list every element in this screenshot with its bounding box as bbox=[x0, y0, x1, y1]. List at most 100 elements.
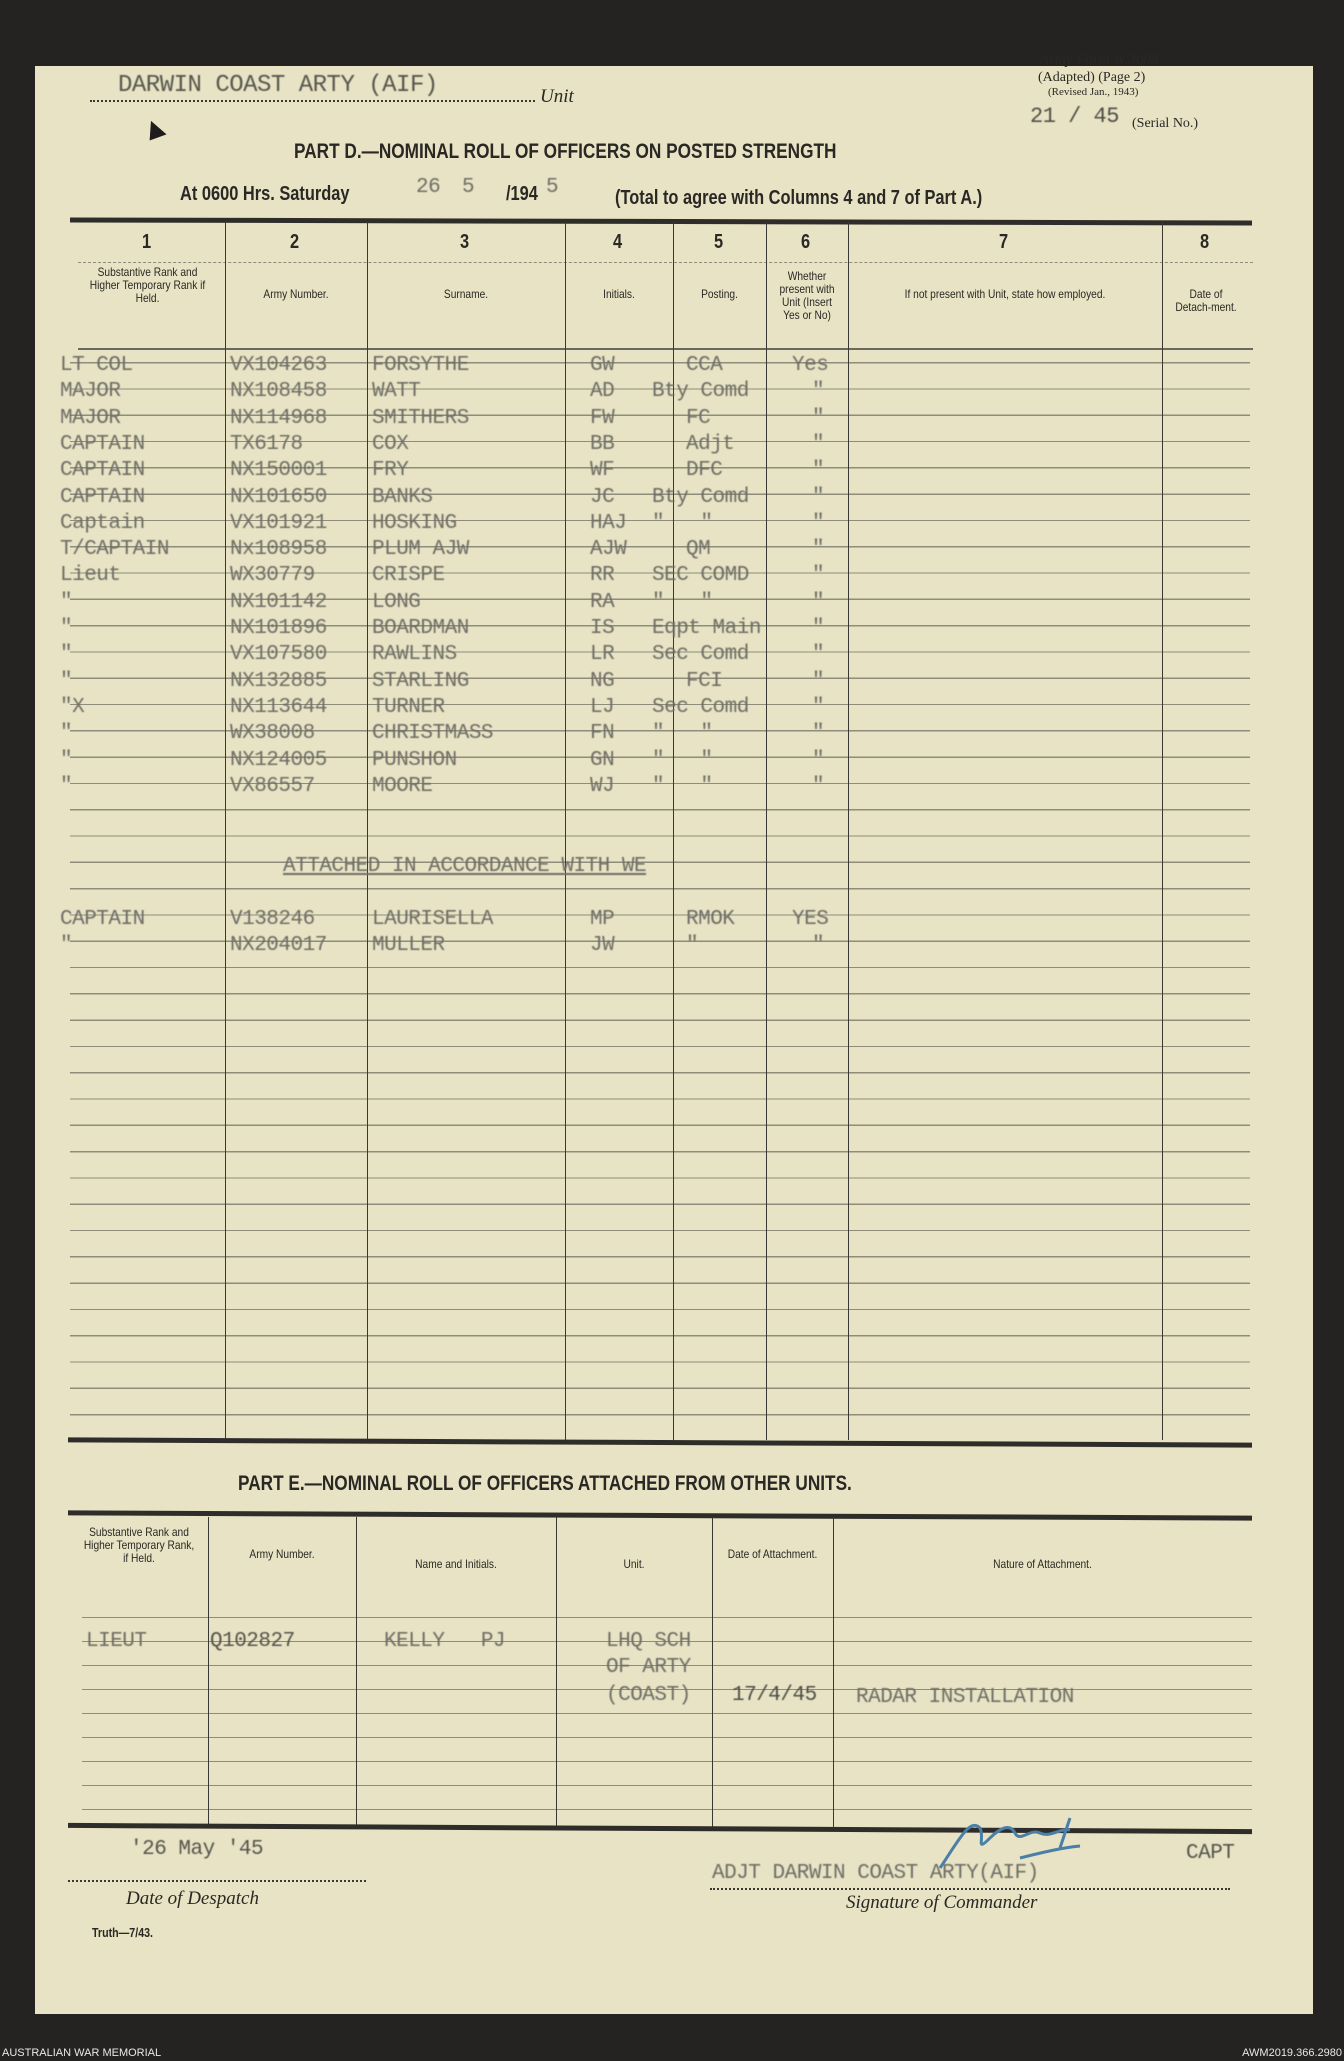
unit-value: DARWIN COAST ARTY (AIF) bbox=[118, 72, 438, 99]
cell-present: " bbox=[812, 748, 825, 772]
total-note: (Total to agree with Columns 4 and 7 of … bbox=[615, 187, 983, 209]
e-army-number: Q102827 bbox=[210, 1630, 295, 1653]
table-row: " NX101142 LONG RA " " " bbox=[0, 591, 1344, 617]
cell-initials: FN bbox=[590, 722, 615, 746]
cell-surname: LAURISELLA bbox=[372, 908, 494, 931]
table-row: " NX204017 MULLER JW " " bbox=[0, 934, 1344, 960]
cell-surname: BOARDMAN bbox=[372, 617, 469, 640]
cell-posting: Bty Comd bbox=[652, 485, 749, 509]
column-header: Substantive Rank and Higher Temporary Ra… bbox=[89, 265, 206, 305]
archive-credit: AUSTRALIAN WAR MEMORIAL bbox=[2, 2047, 162, 2059]
column-header: Name and Initials. bbox=[415, 1557, 497, 1571]
cell-initials: HAJ bbox=[590, 511, 627, 535]
cell-initials: NG bbox=[590, 669, 615, 693]
cell-surname: MULLER bbox=[372, 934, 445, 957]
cell-posting: " " bbox=[652, 774, 713, 798]
unit-label: Unit bbox=[540, 86, 574, 107]
date-day: 26 bbox=[416, 176, 441, 199]
column-header: Substantive Rank and Higher Temporary Ra… bbox=[83, 1525, 195, 1565]
column-divider bbox=[356, 1517, 357, 1828]
cell-rank: " bbox=[60, 774, 73, 798]
column-divider bbox=[673, 222, 674, 1440]
cell-posting: " " bbox=[652, 590, 713, 614]
cell-present: YES bbox=[792, 908, 829, 931]
column-divider bbox=[208, 1517, 209, 1828]
signature-label: Signature of Commander bbox=[846, 1892, 1038, 1913]
cell-initials: JW bbox=[590, 934, 615, 957]
cell-posting: SEC COMD bbox=[652, 564, 749, 588]
cell-number: WX38008 bbox=[230, 722, 315, 746]
e-name: KELLY PJ bbox=[384, 1630, 506, 1653]
signatory-rank: CAPT bbox=[1186, 1842, 1235, 1865]
form-number: Army Form W.3008 bbox=[1040, 52, 1159, 68]
cell-surname: COX bbox=[372, 432, 409, 456]
column-header: Army Number. bbox=[249, 1547, 315, 1561]
column-number: 1 bbox=[141, 231, 151, 253]
cell-rank: Lieut bbox=[60, 564, 121, 588]
cell-number: NX114968 bbox=[230, 406, 327, 430]
cell-surname: CHRISTMASS bbox=[372, 722, 494, 746]
cell-number: NX150001 bbox=[230, 459, 327, 483]
table-row: " NX101896 BOARDMAN IS Eqpt Main " bbox=[0, 617, 1344, 643]
table-row: MAJOR NX108458 WATT AD Bty Comd " bbox=[0, 380, 1344, 406]
cell-present: " bbox=[812, 380, 825, 404]
table-row: " VX86557 MOORE WJ " " " bbox=[0, 775, 1344, 801]
despatch-dotted-line bbox=[68, 1880, 366, 1882]
table-row: Lieut WX30779 CRISPE RR SEC COMD " bbox=[0, 564, 1344, 590]
column-number: 3 bbox=[460, 231, 470, 253]
cell-posting: " " bbox=[652, 511, 713, 535]
table-row: "X NX113644 TURNER LJ Sec Comd " bbox=[0, 696, 1344, 722]
cell-number: NX132885 bbox=[230, 669, 327, 693]
cell-present: " bbox=[812, 590, 825, 614]
cell-initials: LJ bbox=[590, 695, 615, 719]
cell-number: VX104263 bbox=[230, 354, 327, 377]
attached-heading: ATTACHED IN ACCORDANCE WITH WE bbox=[283, 855, 647, 878]
cell-number: NX101650 bbox=[230, 485, 327, 509]
cell-rank: " bbox=[60, 590, 73, 614]
cell-posting: Sec Comd bbox=[652, 695, 749, 719]
cell-initials: RR bbox=[590, 564, 615, 588]
cell-surname: LONG bbox=[372, 590, 421, 614]
column-header: Surname. bbox=[443, 287, 489, 301]
cell-posting: Bty Comd bbox=[652, 380, 749, 404]
cell-surname: STARLING bbox=[372, 669, 469, 693]
column-header: Nature of Attachment. bbox=[993, 1557, 1092, 1571]
cell-posting: FC bbox=[686, 406, 711, 430]
part-d-ruled-lines bbox=[70, 337, 1250, 1440]
part-e-title: PART E.—NOMINAL ROLL OF OFFICERS ATTACHE… bbox=[238, 1472, 852, 1495]
e-unit-line: (COAST) bbox=[606, 1684, 691, 1707]
e-date-attachment: 17/4/45 bbox=[732, 1684, 817, 1707]
cell-initials: GW bbox=[590, 354, 615, 377]
column-divider bbox=[367, 222, 368, 1440]
cell-number: NX113644 bbox=[230, 695, 327, 719]
cell-surname: CRISPE bbox=[372, 564, 445, 588]
e-nature: RADAR INSTALLATION bbox=[856, 1686, 1074, 1709]
cell-surname: SMITHERS bbox=[372, 406, 469, 430]
column-header: Initials. bbox=[603, 287, 635, 301]
cell-posting: FCI bbox=[686, 669, 723, 693]
cell-initials: WJ bbox=[590, 774, 615, 798]
form-revised: (Revised Jan., 1943) bbox=[1048, 86, 1139, 98]
cell-initials: FW bbox=[590, 406, 615, 430]
cell-initials: RA bbox=[590, 590, 615, 614]
cell-posting: RMOK bbox=[686, 908, 735, 931]
unit-dotted-line bbox=[90, 100, 535, 102]
cell-present: " bbox=[812, 617, 825, 640]
column-header: Date of Detach-ment. bbox=[1175, 287, 1237, 314]
table-row: " WX38008 CHRISTMASS FN " " " bbox=[0, 722, 1344, 748]
serial-value: 21 / 45 bbox=[1030, 104, 1119, 129]
table-row: " VX107580 RAWLINS LR Sec Comd " bbox=[0, 643, 1344, 669]
column-header: Posting. bbox=[701, 287, 738, 301]
cell-surname: TURNER bbox=[372, 695, 445, 719]
cell-number: TX6178 bbox=[230, 432, 303, 456]
cell-rank: CAPTAIN bbox=[60, 908, 145, 931]
cell-number: NX108458 bbox=[230, 380, 327, 404]
column-number: 7 bbox=[999, 231, 1009, 253]
cell-initials: GN bbox=[590, 748, 615, 772]
cell-number: VX86557 bbox=[230, 774, 315, 798]
cell-number: NX101896 bbox=[230, 617, 327, 640]
table-row: Captain VX101921 HOSKING HAJ " " " bbox=[0, 512, 1344, 538]
cell-number: WX30779 bbox=[230, 564, 315, 588]
column-divider bbox=[565, 222, 566, 1440]
cell-present: " bbox=[812, 564, 825, 588]
